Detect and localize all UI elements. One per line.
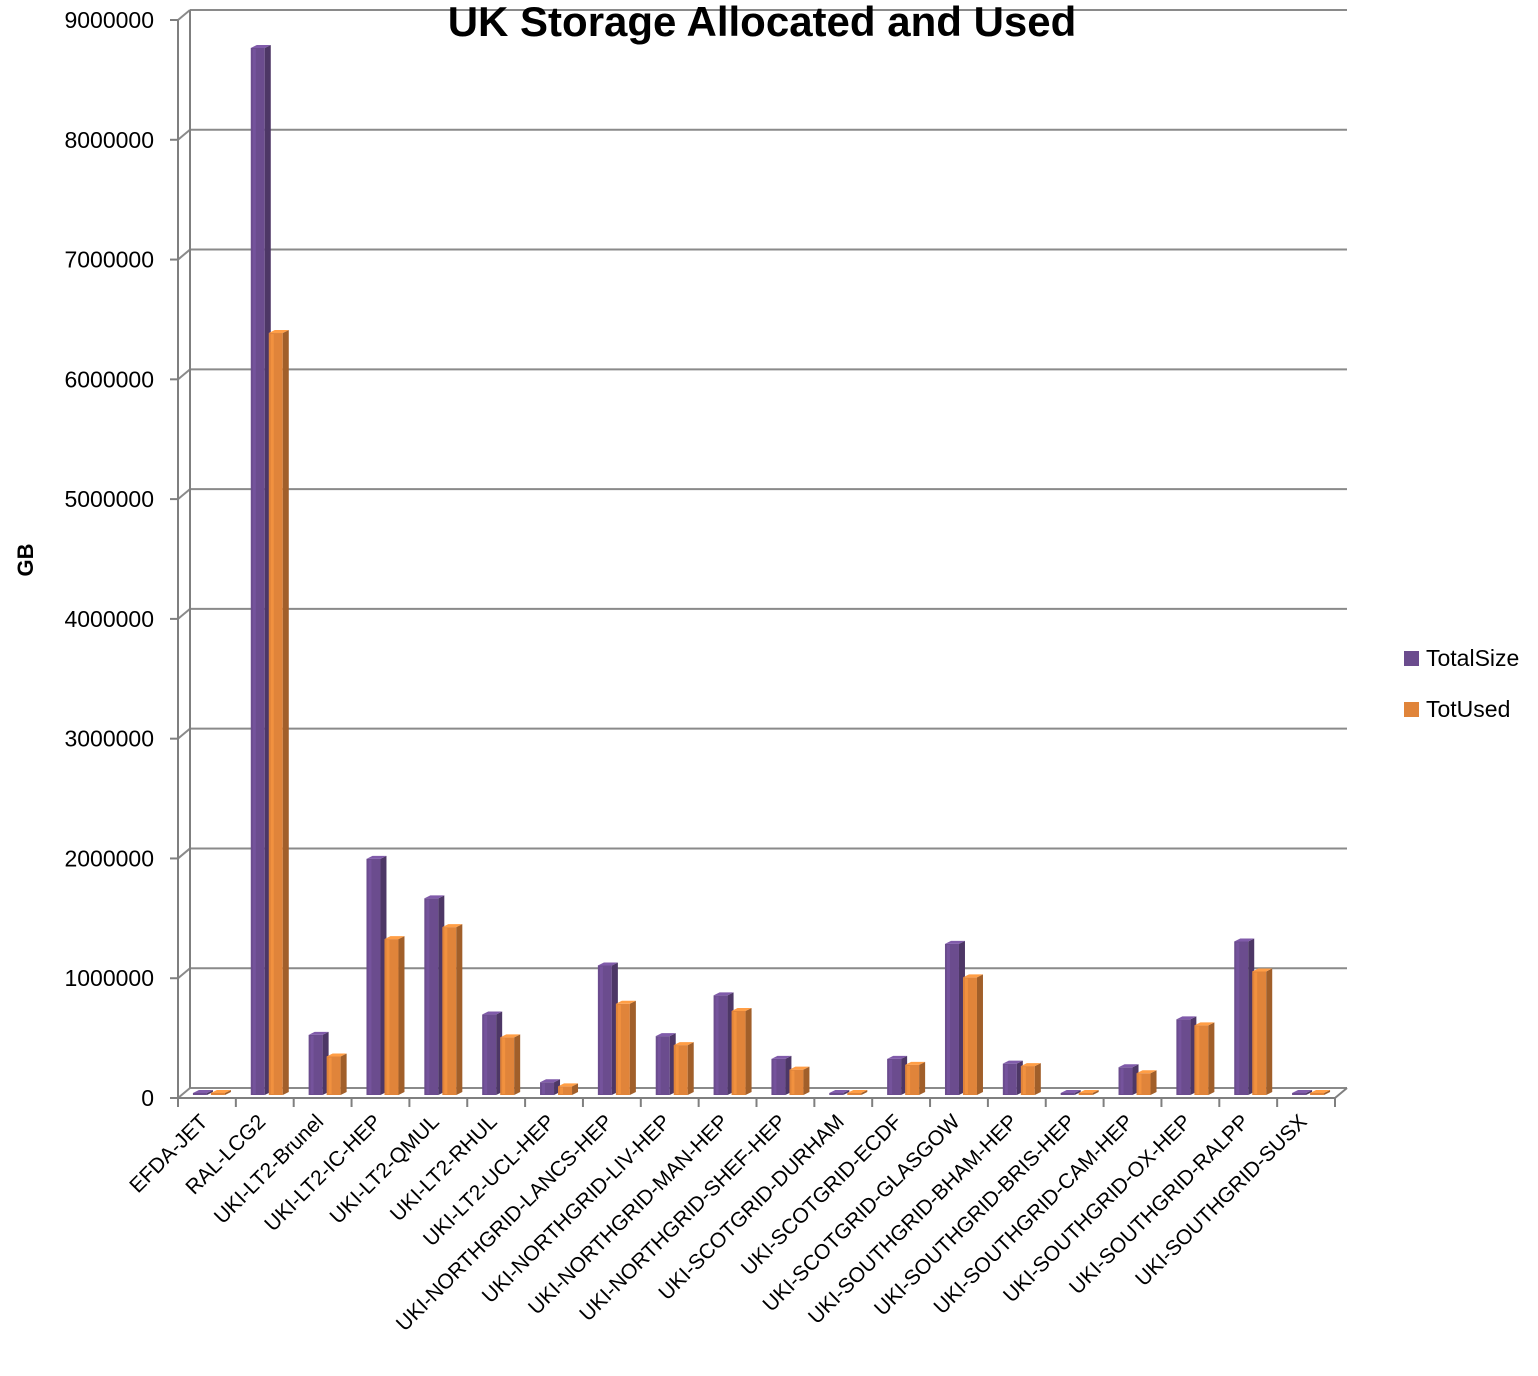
bar-totused: [905, 1061, 926, 1095]
legend-swatch: [1404, 702, 1419, 717]
gridline-diagonal: [177, 248, 191, 261]
y-tick-label: 9000000: [64, 7, 154, 33]
bar-totused: [1252, 968, 1273, 1095]
bar-totalsize: [192, 1090, 213, 1095]
gridline-diagonal: [177, 9, 191, 21]
bar-totalsize: [366, 855, 387, 1095]
gridline-diagonal: [177, 847, 191, 860]
y-tick-label: 1000000: [64, 965, 154, 991]
legend-swatch: [1404, 651, 1419, 666]
y-tick-label: 8000000: [64, 127, 154, 153]
bar-totalsize: [540, 1079, 561, 1095]
bar-totused: [326, 1053, 347, 1095]
bar-totalsize: [655, 1033, 676, 1095]
gridline-diagonal: [177, 368, 191, 381]
legend-label: TotalSize: [1426, 645, 1519, 671]
bar-totalsize: [1176, 1016, 1197, 1095]
gridline-diagonal: [177, 608, 191, 620]
bar-totused: [1310, 1090, 1331, 1095]
y-tick-label: 7000000: [64, 247, 154, 273]
bar-totused: [847, 1090, 868, 1095]
y-tick-label: 0: [141, 1085, 154, 1111]
bar-totused: [210, 1090, 231, 1095]
bar-totalsize: [308, 1031, 329, 1095]
bar-totused: [1020, 1063, 1041, 1095]
bar-totalsize: [713, 992, 734, 1095]
y-tick-label: 2000000: [64, 845, 154, 871]
bar-totused: [558, 1083, 579, 1095]
x-category-label: UKI-SOUTHGRID-BHAM-HEP: [804, 1110, 1022, 1328]
bar-totalsize: [829, 1090, 850, 1095]
floor-depth-edge: [1334, 1087, 1348, 1099]
bar-totalsize: [597, 962, 618, 1095]
bar-totalsize: [424, 895, 445, 1095]
gridline-diagonal: [177, 1087, 191, 1099]
gridline-diagonal: [177, 488, 191, 500]
gridlines: [177, 9, 1347, 1099]
bar-totused: [500, 1034, 521, 1095]
bar-totalsize: [944, 940, 965, 1095]
bar-totused: [731, 1007, 752, 1095]
gridline-diagonal: [177, 129, 191, 141]
legend-item-totused: TotUsed: [1404, 696, 1510, 722]
bars: [192, 44, 1331, 1095]
bar-totused: [384, 936, 405, 1095]
bar-totalsize: [250, 44, 271, 1095]
bar-totalsize: [482, 1011, 503, 1095]
bar-totused: [673, 1042, 694, 1095]
tick-labels: 0 1000000 2000000 3000000 4000000 5000000 6000…: [64, 7, 154, 1111]
category-labels: EFDA-JETRAL-LCG2UKI-LT2-BrunelUKI-LT2-IC…: [125, 1110, 1311, 1336]
axes: [170, 10, 1348, 1107]
bar-totused: [615, 1000, 636, 1095]
y-tick-label: 4000000: [64, 606, 154, 632]
bar-totalsize: [771, 1055, 792, 1095]
bar-totused: [962, 974, 983, 1095]
bar-totalsize: [1292, 1090, 1313, 1095]
y-tick-label: 6000000: [64, 366, 154, 392]
y-tick-label: 3000000: [64, 726, 154, 752]
bar-totalsize: [887, 1055, 908, 1095]
bar-totalsize: [1060, 1090, 1081, 1095]
legend-label: TotUsed: [1426, 696, 1510, 722]
gridline-diagonal: [177, 967, 191, 979]
bar-totalsize: [1234, 938, 1255, 1095]
bar-totalsize: [1002, 1060, 1023, 1095]
bar-totused: [789, 1066, 810, 1095]
y-tick-label: 5000000: [64, 486, 154, 512]
legend: TotalSize TotUsed: [1404, 645, 1519, 722]
bar-totused: [1078, 1090, 1099, 1095]
y-axis-title: GB: [13, 544, 38, 577]
bar-totalsize: [1118, 1064, 1139, 1095]
bar-totused: [1136, 1070, 1157, 1095]
legend-item-totalsize: TotalSize: [1404, 645, 1519, 671]
chart-title: UK Storage Allocated and Used: [448, 0, 1077, 45]
gridline-diagonal: [177, 727, 191, 740]
bar-totused: [442, 924, 463, 1095]
bar-totused: [268, 330, 289, 1095]
bar-totused: [1194, 1022, 1215, 1095]
